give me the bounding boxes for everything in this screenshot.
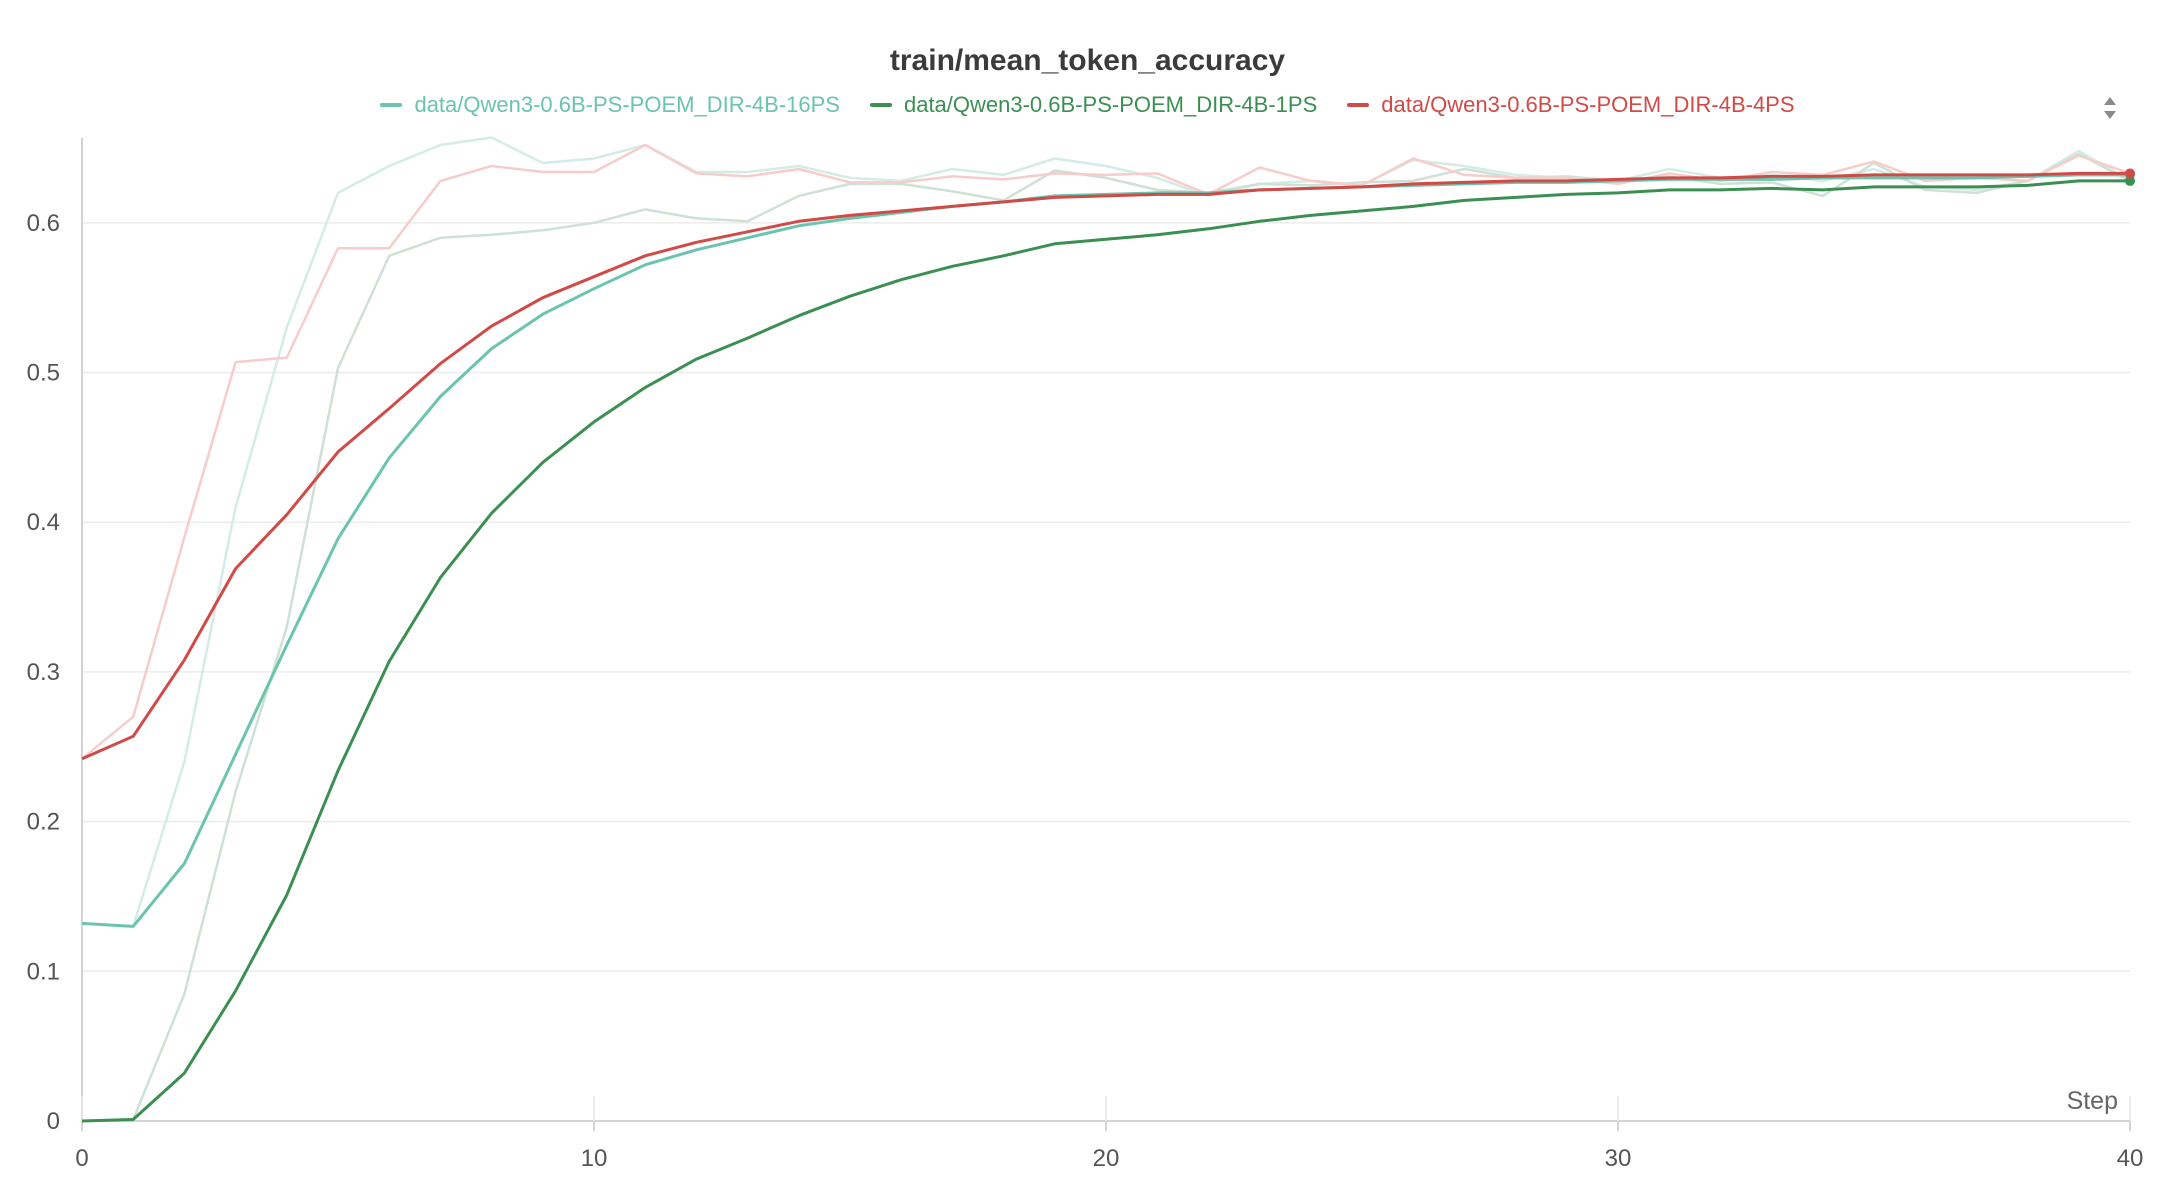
y-tick-label: 0.1 <box>27 958 60 985</box>
legend-item-1ps[interactable]: data/Qwen3-0.6B-PS-POEM_DIR-4B-1PS <box>869 92 1318 118</box>
legend-label-4ps: data/Qwen3-0.6B-PS-POEM_DIR-4B-4PS <box>1381 92 1795 117</box>
series-end-point <box>2125 169 2135 180</box>
legend-label-1ps: data/Qwen3-0.6B-PS-POEM_DIR-4B-1PS <box>903 92 1318 117</box>
x-tick-label: 40 <box>2117 1145 2144 1172</box>
legend-swatch-1ps <box>869 103 892 107</box>
series-line <box>81 179 2130 1123</box>
series-raw-line <box>81 152 2131 1123</box>
legend-item-4ps[interactable]: data/Qwen3-0.6B-PS-POEM_DIR-4B-4PS <box>1347 92 1795 118</box>
x-tick-label: 0 <box>75 1145 88 1172</box>
legend-swatch-4ps <box>1347 103 1370 107</box>
legend-sort-icon[interactable] <box>2103 94 2117 122</box>
chart-title: train/mean_token_accuracy <box>889 44 1286 77</box>
series-end-point <box>2125 168 2135 179</box>
y-tick-label: 0 <box>47 1108 60 1135</box>
series-raw-line <box>81 136 2131 928</box>
legend-item-16ps[interactable]: data/Qwen3-0.6B-PS-POEM_DIR-4B-16PS <box>380 92 840 118</box>
y-tick-label: 0.3 <box>27 659 60 686</box>
x-axis-label: Step <box>2067 1087 2118 1115</box>
x-tick-label: 20 <box>1093 1145 1120 1172</box>
y-tick-label: 0.6 <box>27 210 60 237</box>
series-line <box>81 171 2130 761</box>
series-end-point <box>2125 175 2135 186</box>
y-tick-label: 0.4 <box>27 509 60 536</box>
legend-label-16ps: data/Qwen3-0.6B-PS-POEM_DIR-4B-16PS <box>414 92 840 117</box>
legend: data/Qwen3-0.6B-PS-POEM_DIR-4B-16PS data… <box>0 92 2175 118</box>
series-line <box>81 173 2130 928</box>
x-tick-label: 30 <box>1605 1145 1632 1172</box>
series-raw-line <box>81 143 2131 760</box>
y-tick-label: 0.2 <box>27 809 60 836</box>
x-tick-label: 10 <box>581 1145 608 1172</box>
y-tick-label: 0.5 <box>27 360 60 387</box>
legend-swatch-16ps <box>380 103 403 107</box>
